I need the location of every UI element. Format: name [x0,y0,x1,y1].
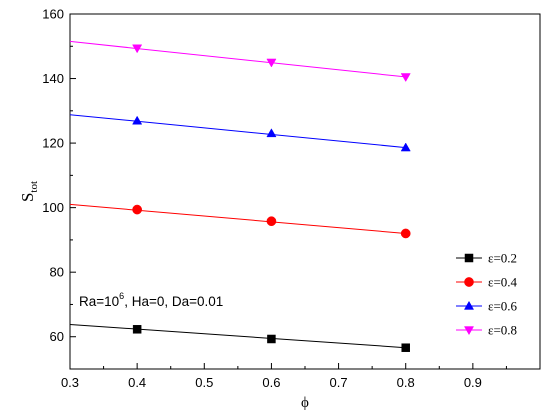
series-layer [69,40,411,352]
data-point [267,334,276,344]
plot-frame [69,13,541,370]
data-point [266,58,277,68]
legend-marker [463,326,475,336]
legend-item: ε=0.6 [456,299,518,314]
data-point [266,216,277,227]
y-axis-label-sub: tot [28,181,40,193]
legend: ε=0.2 ε=0.4 ε=0.6 ε=0.8 [456,251,518,338]
y-tick-label: 120 [42,136,64,151]
annotation-suffix: , Ha=0, Da=0.01 [124,294,223,309]
data-point [132,204,142,215]
legend-marker [463,300,475,310]
data-point [400,73,411,83]
y-axis-label-main: S [18,193,37,202]
x-tick-label: 0.9 [464,375,482,390]
y-tick-label: 80 [50,265,64,280]
data-point [132,44,143,54]
annotation-superscript: 6 [119,291,124,301]
y-tick-label: 100 [42,200,64,215]
legend-label: ε=0.2 [488,251,517,266]
series-1 [69,203,411,239]
legend-item: ε=0.8 [456,323,517,338]
x-tick-label: 0.6 [262,375,280,390]
data-point [400,228,411,239]
y-axis-label: Stot [18,181,40,202]
legend-item: ε=0.2 [456,251,517,266]
tick-labels: 0.3 0.4 0.5 0.6 0.7 0.8 0.9 60 80 100 120 140 160 [42,7,482,391]
x-tick-label: 0.3 [61,375,79,390]
x-tick-label: 0.5 [195,375,213,390]
legend-item: ε=0.4 [456,275,518,290]
x-tick-label: 0.8 [397,375,415,390]
series-line [69,203,406,234]
annotation-prefix: Ra=10 [79,294,119,309]
y-tick-label: 160 [42,7,64,22]
series-2 [69,114,411,152]
data-point [400,142,411,152]
data-point [132,115,143,125]
ticks [69,13,507,369]
x-tick-label: 0.4 [128,375,146,390]
x-tick-label: 0.7 [330,375,348,390]
data-point [266,128,277,138]
series-3 [69,40,411,83]
series-0 [69,323,410,352]
legend-marker [464,277,474,287]
legend-marker [464,253,474,263]
series-line [69,40,406,78]
x-axis-label: ϕ [301,395,309,411]
y-tick-label: 140 [42,71,64,86]
annotation: Ra=106, Ha=0, Da=0.01 [79,291,223,309]
series-line [69,323,406,349]
legend-label: ε=0.4 [488,275,518,290]
series-line [69,114,406,149]
legend-label: ε=0.6 [488,299,518,314]
legend-label: ε=0.8 [488,323,517,338]
data-point [132,325,142,334]
data-point [401,343,410,352]
y-tick-label: 60 [50,329,64,344]
